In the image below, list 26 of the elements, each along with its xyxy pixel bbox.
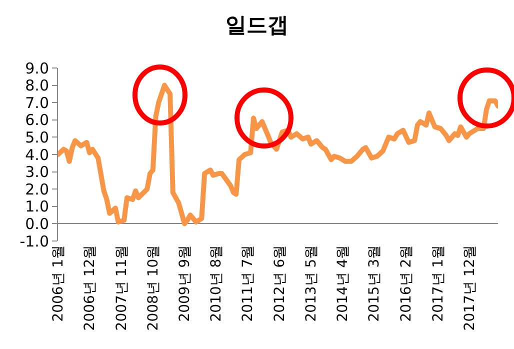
x-tick-label: 2006년 1월 xyxy=(50,244,67,322)
x-tick-label: 2016년 2월 xyxy=(398,244,415,322)
x-tick-label: 2015년 3월 xyxy=(366,244,383,322)
y-tick-label: 4.0 xyxy=(25,146,49,164)
x-tick-label: 2010년 8월 xyxy=(208,244,225,322)
y-tick-label: 0.0 xyxy=(25,214,49,233)
y-tick-label: 9.0 xyxy=(25,59,49,78)
x-tick-label: 2012년 6월 xyxy=(272,244,288,322)
x-tick-label: 2017년 12월 xyxy=(462,244,478,331)
y-tick-label: 3.0 xyxy=(25,163,49,182)
chart-title: 일드갭 xyxy=(226,12,288,37)
x-tick-label: 2008년 10월 xyxy=(145,244,162,331)
x-tick-label: 2013년 5월 xyxy=(304,244,320,322)
x-tick-label: 2017년 1월 xyxy=(430,244,446,322)
x-tick-label: 2014년 4월 xyxy=(335,244,352,322)
y-tick-label: 7.0 xyxy=(25,94,49,112)
y-tick-label: 2.0 xyxy=(25,180,49,198)
y-tick-label: 8.0 xyxy=(25,76,49,95)
x-tick-label: 2011년 7월 xyxy=(240,244,256,322)
y-tick-label: 6.0 xyxy=(25,111,49,130)
y-tick-label: 1.0 xyxy=(25,198,49,216)
y-tick-label: -1.0 xyxy=(20,232,49,250)
x-tick-label: 2006년 12월 xyxy=(82,244,98,331)
x-tick-label: 2007년 11월 xyxy=(114,244,130,331)
y-tick-label: 5.0 xyxy=(25,128,49,146)
x-tick-label: 2009년 9월 xyxy=(177,244,194,322)
